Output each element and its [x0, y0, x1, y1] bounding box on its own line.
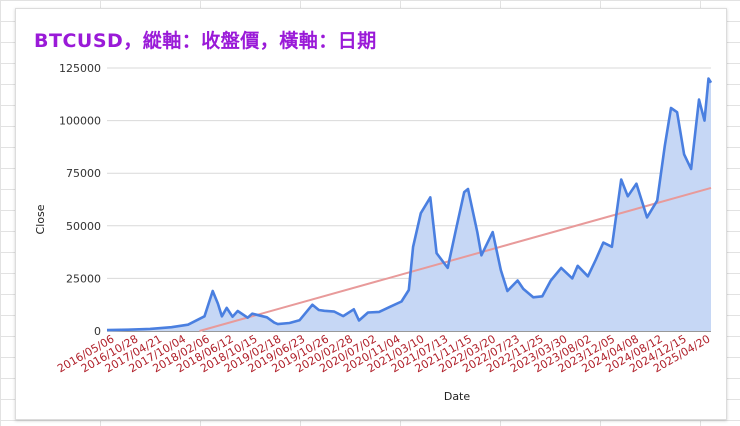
- y-tick-label: 75000: [66, 167, 101, 180]
- chart-plot: 02500050000750001000001250002016/05/0620…: [34, 62, 713, 403]
- y-tick-label: 125000: [59, 62, 101, 75]
- y-axis-title: Close: [34, 204, 47, 234]
- trend-line: [199, 186, 712, 332]
- x-axis-title: Date: [444, 390, 471, 403]
- y-tick-label: 100000: [59, 115, 101, 128]
- chart-title: BTCUSD，縱軸：收盤價，橫軸：日期: [34, 30, 377, 52]
- y-tick-label: 50000: [66, 220, 101, 233]
- chart-container[interactable]: BTCUSD，縱軸：收盤價，橫軸：日期 0 25000 50000 75000 1000…: [15, 8, 727, 420]
- y-tick-label: 0: [94, 325, 101, 338]
- series-area-fill: [107, 78, 711, 331]
- y-tick-label: 25000: [66, 272, 101, 285]
- series-line: [106, 77, 713, 332]
